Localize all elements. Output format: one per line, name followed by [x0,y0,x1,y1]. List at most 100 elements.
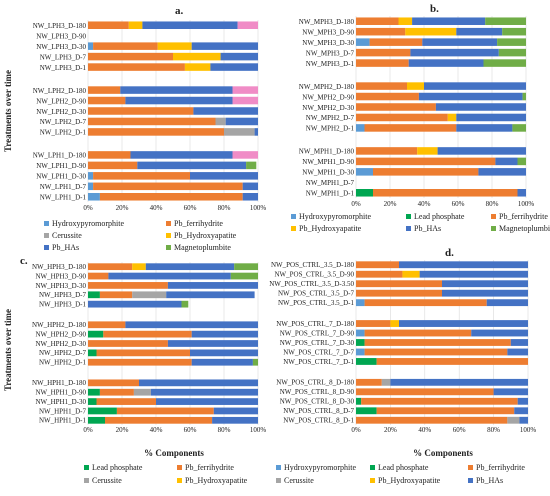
bar-segment-pb-has [510,339,528,346]
svg-text:Pb_Hydroxyapatite: Pb_Hydroxyapatite [378,476,441,485]
x-tick-label: 80% [218,426,231,434]
bar-segment-pb-hydroxyapatite [405,27,457,36]
category-label: NW_LPH2_D-7 [40,118,87,126]
category-label: NW_POS_CTRL_7_D-1 [283,358,354,366]
bar-segment-pb-ferrihydrite [88,86,121,94]
bar-segment-pb-ferrihydrite [364,299,487,307]
bar-segment-pb-has [88,300,182,308]
bar-segment-pb-has [456,124,513,132]
category-label: NW_LPH1_D-1 [40,194,87,202]
x-tick-label: 0% [83,204,93,212]
bar-segment-pb-has [478,168,526,176]
bar-segment-pb-hydroxyapatite [157,42,192,50]
x-tick-label: 80% [487,426,500,434]
category-label: NW_LPH2_D-30 [36,108,86,116]
legend-swatch [406,226,411,231]
x-tick-label: 20% [384,426,397,434]
category-label: NW_POS_CTRL_3.5_D-7 [278,290,355,298]
category-label: NW_LPH1_D-180 [33,152,87,160]
category-label: NW_HPH3_D-1 [39,301,87,309]
bar-segment-pb-has [190,172,258,180]
category-label: NW_MPH2_D-90 [302,93,354,101]
bar-segment-pb-ferrihydrite [96,398,156,405]
category-label: NW_MPH1_D-30 [302,169,354,177]
category-label: NW_LPH2_D-90 [36,97,86,105]
legend-swatch [276,478,281,483]
bar-segment-pb-has [390,378,528,386]
bar-segment-pb-has [108,272,231,280]
bar-segment-pb-ferrihydrite [364,348,508,356]
bar-segment-unlabeled [237,21,258,29]
bar-segment-pb-ferrihydrite [364,329,472,337]
bar-segment-pb-ferrihydrite [356,388,494,396]
category-label: NW_LPH2_D-180 [33,87,87,95]
svg-text:Hydroxypyromorphite: Hydroxypyromorphite [52,219,124,228]
category-label: NW_MPH2_D-30 [302,104,354,112]
x-tick-label: 100% [250,426,267,434]
category-label: NW_POS_CTRL_8_D-30 [280,398,355,406]
legend-swatch [166,233,171,238]
bar-segment-pb-has [166,291,255,299]
svg-text:Lead phosphate: Lead phosphate [92,463,143,472]
category-label: NW_POS_CTRL_7_D-7 [283,348,354,356]
category-label: NW_LPH3_D-180 [33,22,87,30]
svg-text:Pb_ferrihydrite: Pb_ferrihydrite [185,463,234,472]
panel-b: b. 0% 20% 40% 60% 80% 100% NW_MPH3_D-180 NW_MPH3… [299,3,535,208]
svg-text:Lead phosphate: Lead phosphate [414,212,465,221]
svg-text:Hydroxypyromorphite: Hydroxypyromorphite [299,212,371,221]
panel-label: a. [175,5,184,17]
x-tick-label: 40% [150,204,163,212]
bar-segment-pb-ferrihydrite [356,27,406,36]
bar-segment-pb-ferrihydrite [356,82,407,90]
legend-entry-pb-ferrihydrite: Pb_ferrihydrite [491,212,548,221]
category-label: NW_MPH2_D-7 [306,114,355,122]
category-label: NW_LPH3_D-7 [40,53,87,61]
bar-segment-pb-has [145,263,235,271]
x-tick-label: 40% [418,426,431,434]
legend-swatch [406,214,411,219]
svg-text:Pb_ferrihydrite: Pb_ferrihydrite [499,212,548,221]
legend-swatch [84,465,89,470]
bar-segment-magnetoplumbite [485,17,526,25]
x-tick-label: 60% [184,426,197,434]
bar-segment-pb-ferrihydrite [99,388,134,396]
bar-segment-pb-ferrihydrite [356,261,399,269]
bar-segment-pb-has [471,329,528,337]
category-label: NW_LPH1_D-90 [36,162,86,170]
category-label: NW_HPH2_D-180 [32,321,87,329]
bar-segment-pb-has [399,320,528,327]
bar-segment-pb-hydroxyapatite [407,82,424,90]
legend-swatch [468,478,473,483]
category-label: NW_HPH2_D-30 [35,340,86,348]
category-label: NW_LPH1_D-7 [40,183,87,191]
legend-entry-pb-hydroxyapatite: Pb_Hydroxyapatite [291,224,362,233]
bar-segment-pb-ferrihydrite [356,59,409,67]
category-label: NW_MPH3_D-1 [306,60,355,68]
bar-segment-pb-has [130,151,233,159]
bar-segment-pb-hydroxyapatite [417,147,438,155]
bar-segment-pb-has [242,193,258,201]
bar-segment-pb-ferrihydrite [93,182,243,191]
category-label: NW_POS_CTRL_8_D-1 [283,417,354,425]
bar-segment-magnetoplumbite [252,358,258,366]
legend-entry-pb-ferrihydrite: Pb_ferrihydrite [468,463,525,472]
bar-segment-pb-ferrihydrite [88,263,133,271]
bar-segment-pb-hydroxyapatite [132,263,146,271]
legend-entry-lead-phosphate: Lead phosphate [84,463,143,472]
bar-segment-pb-ferrihydrite [88,128,224,136]
bar-segment-pb-has [435,103,526,111]
category-label: NW_POS_CTRL_8_D-7 [283,407,354,415]
category-label: NW_MPH3_D-180 [299,18,355,26]
bar-segment-pb-ferrihydrite [376,358,528,365]
bar-segment-lead-phosphate [356,397,362,405]
bar-segment-cerussite [224,128,255,136]
category-label: NW_HPH3_D-90 [35,272,86,280]
bar-segment-hydroxypyromorphite [356,299,365,307]
category-label: NW_HPH2_D-7 [39,349,87,357]
bar-segment-pb-ferrihydrite [356,103,436,111]
bar-segment-pb-ferrihydrite [88,321,126,329]
panel-a: a. 0% 20% 40% 60% 80% 100% NW_LPH3_D-180 NW_LPH3… [33,5,267,212]
bar-segment-pb-ferrihydrite [88,282,168,289]
legend-swatch [468,465,473,470]
bar-segment-pb-has [442,280,528,288]
